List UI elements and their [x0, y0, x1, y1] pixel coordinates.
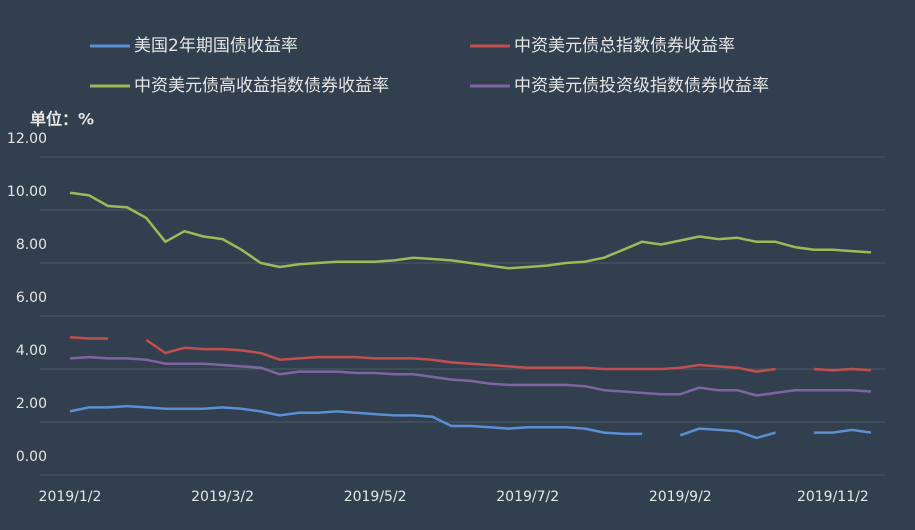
y-tick-label: 10.00 [7, 184, 47, 200]
series-line [69, 191, 872, 270]
y-tick-label: 6.00 [16, 290, 47, 306]
y-axis-unit: 单位：% [30, 110, 94, 129]
y-tick-label: 4.00 [16, 343, 47, 359]
legend-label: 美国2年期国债收益率 [134, 36, 298, 56]
y-tick-label: 2.00 [16, 396, 47, 412]
legend-label: 中资美元债投资级指数债券收益率 [514, 76, 769, 96]
x-tick-label: 2019/9/2 [649, 489, 712, 505]
y-tick-label: 8.00 [16, 237, 47, 253]
y-tick-label: 12.00 [7, 131, 47, 147]
x-tick-label: 2019/7/2 [496, 489, 559, 505]
legend-label: 中资美元债总指数债券收益率 [514, 36, 735, 56]
x-tick-label: 2019/3/2 [191, 489, 254, 505]
x-tick-label: 2019/11/2 [797, 489, 869, 505]
legend-label: 中资美元债高收益指数债券收益率 [134, 76, 389, 96]
x-tick-label: 2019/5/2 [344, 489, 407, 505]
x-tick-label: 2019/1/2 [39, 489, 102, 505]
y-tick-label: 0.00 [16, 449, 47, 465]
series-line [69, 335, 872, 373]
series-line [69, 355, 872, 397]
series-line [69, 404, 872, 440]
